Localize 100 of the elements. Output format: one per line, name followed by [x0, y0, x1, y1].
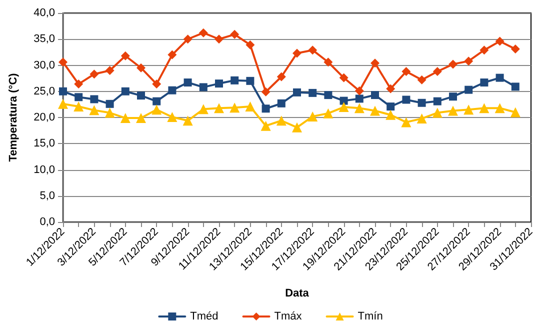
point [402, 67, 411, 76]
point [214, 34, 224, 44]
point [370, 58, 380, 68]
point [168, 86, 176, 94]
point [215, 80, 223, 88]
point [370, 106, 380, 116]
point [184, 78, 192, 86]
point [261, 87, 270, 96]
point [152, 80, 162, 89]
point [417, 75, 426, 84]
point [230, 102, 240, 113]
legend-label: Tmáx [274, 310, 302, 322]
point [89, 105, 100, 116]
point [106, 100, 114, 108]
point [198, 28, 208, 38]
point [292, 48, 302, 58]
point [433, 97, 442, 106]
point [324, 91, 332, 100]
point [90, 95, 98, 104]
point [137, 92, 145, 100]
point [262, 104, 270, 113]
point [120, 113, 130, 124]
point [448, 106, 458, 116]
point [276, 116, 286, 126]
y-tick-label: 10,0 [34, 164, 55, 176]
y-tick-label: 0,0 [40, 216, 55, 228]
point [510, 107, 520, 118]
point [293, 88, 301, 96]
point [448, 60, 458, 69]
y-tick-label: 40,0 [34, 7, 55, 19]
legend-label: Tmín [358, 310, 383, 322]
point [464, 104, 474, 115]
point [355, 94, 364, 103]
point [58, 98, 68, 109]
point [214, 103, 224, 114]
point [136, 63, 146, 72]
point [386, 102, 395, 111]
point [338, 102, 349, 112]
point [90, 70, 99, 79]
point [510, 44, 520, 54]
point [494, 103, 505, 114]
point [308, 111, 318, 122]
point [308, 46, 318, 55]
point [324, 58, 333, 67]
point [371, 91, 379, 100]
y-axis-title: Temperatura (°C) [8, 72, 20, 162]
point [323, 108, 334, 118]
point [292, 122, 302, 132]
point [276, 72, 286, 82]
point [464, 56, 474, 66]
point [198, 104, 208, 114]
y-tick-label: 20,0 [34, 112, 55, 124]
point [339, 73, 348, 82]
x-axis-title: Data [285, 288, 310, 300]
point [354, 103, 364, 114]
point [245, 102, 256, 112]
point [104, 108, 115, 118]
point [464, 86, 473, 94]
point [246, 76, 254, 85]
point [260, 120, 271, 131]
point [74, 102, 84, 112]
point [121, 87, 130, 96]
point [277, 99, 286, 108]
point [246, 40, 255, 50]
point [402, 96, 410, 104]
point [199, 83, 208, 92]
point [183, 34, 192, 44]
point [168, 50, 177, 60]
y-tick-label: 25,0 [34, 85, 55, 98]
legend-label: Tméd [190, 310, 218, 322]
y-tick-label: 35,0 [34, 33, 55, 46]
point [480, 46, 489, 55]
point [354, 86, 364, 96]
point [401, 117, 412, 128]
y-tick-label: 30,0 [34, 59, 55, 72]
point [308, 88, 317, 97]
point [152, 104, 162, 115]
point [386, 110, 396, 120]
point [511, 82, 520, 91]
point [479, 103, 490, 114]
point [480, 78, 488, 86]
point [105, 66, 114, 75]
point [496, 74, 504, 82]
point [74, 80, 84, 89]
point [495, 36, 504, 46]
point [416, 114, 427, 124]
point [230, 76, 239, 84]
point [152, 97, 161, 106]
point [432, 67, 442, 76]
point [136, 113, 146, 124]
point [167, 112, 178, 122]
point [120, 51, 130, 60]
y-tick-label: 5,0 [40, 190, 55, 202]
point [386, 84, 396, 94]
point [418, 98, 426, 107]
point [449, 92, 457, 101]
point [230, 30, 240, 39]
point [74, 93, 83, 102]
point [340, 96, 348, 105]
y-tick-label: 15,0 [34, 138, 55, 150]
